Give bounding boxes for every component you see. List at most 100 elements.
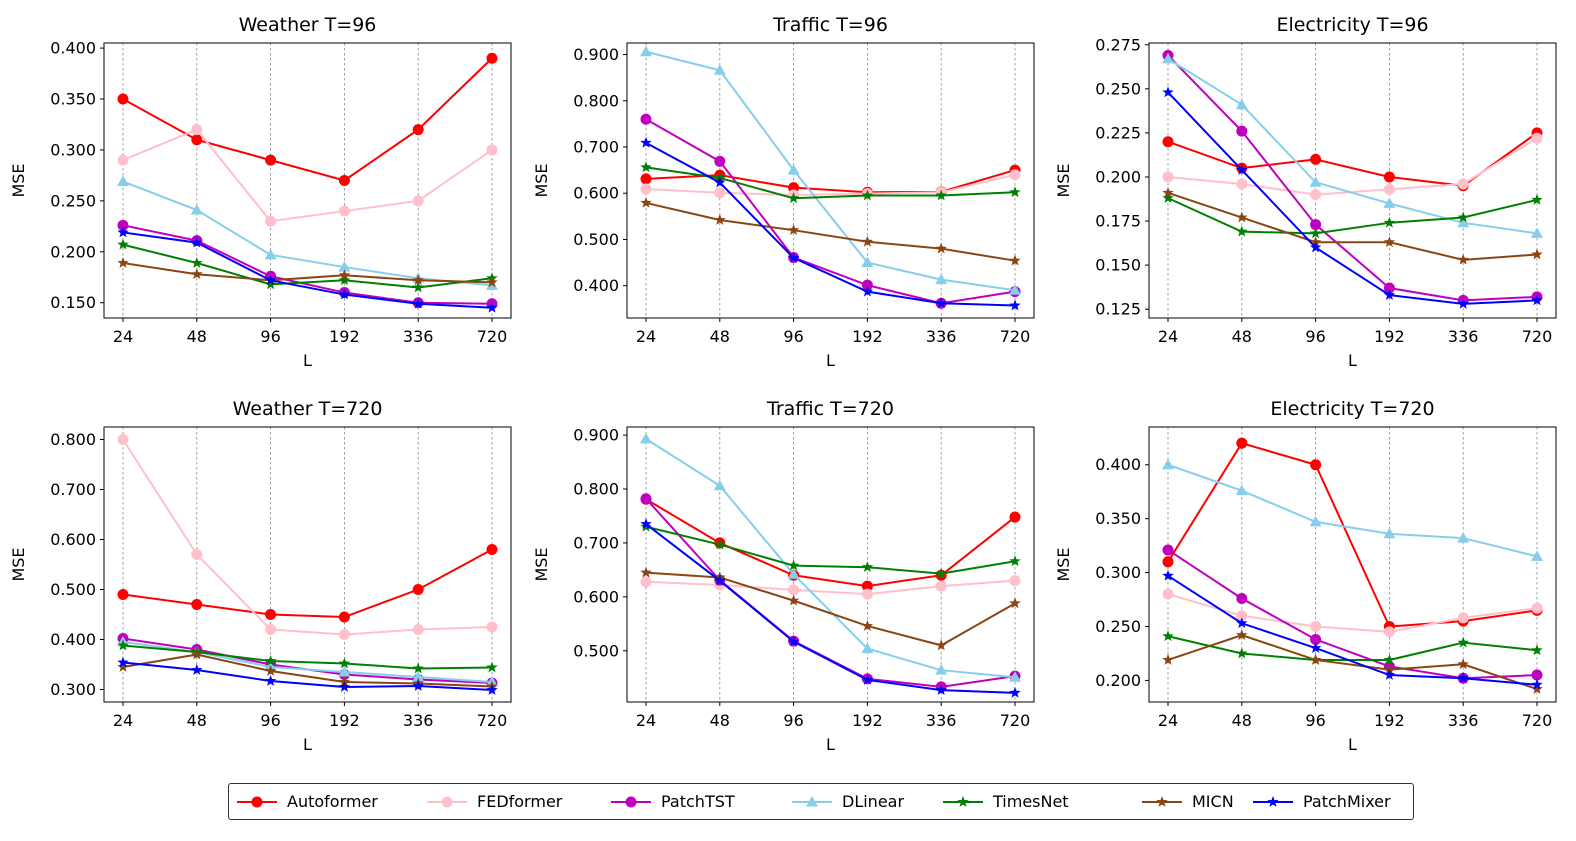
data-point [1236, 163, 1248, 175]
plot-frame [103, 42, 512, 319]
y-tick-label: 0.900 [573, 45, 619, 64]
x-tick-label: 720 [1522, 711, 1553, 730]
data-point [935, 273, 948, 285]
series-patchtst [117, 633, 498, 689]
legend-label: PatchMixer [1303, 792, 1391, 811]
data-point [338, 657, 351, 669]
data-point [1531, 683, 1543, 694]
data-point [117, 219, 129, 231]
series-autoformer [117, 52, 498, 186]
series-line [122, 661, 493, 691]
legend-swatch [792, 795, 832, 806]
y-axis-label: MSE [1054, 163, 1073, 197]
data-point [486, 544, 498, 555]
data-point [264, 274, 277, 286]
data-point [788, 584, 800, 596]
data-point [264, 665, 277, 676]
data-point [1310, 633, 1322, 645]
data-point [1162, 171, 1174, 183]
y-tick-label: 0.200 [1095, 671, 1141, 690]
data-point [338, 288, 351, 300]
data-point [1310, 621, 1322, 633]
legend-swatch [237, 796, 277, 807]
data-point [1162, 86, 1174, 98]
legend-label: FEDformer [477, 792, 563, 811]
data-point [1162, 192, 1174, 203]
data-point [625, 796, 637, 807]
data-point [338, 274, 351, 286]
series-line [645, 173, 1016, 197]
data-point [1235, 484, 1248, 496]
data-point [861, 256, 874, 268]
y-tick-label: 0.800 [573, 480, 619, 499]
data-point [191, 599, 203, 610]
data-point [1531, 294, 1543, 306]
x-tick-label: 24 [636, 327, 656, 346]
data-point [1383, 236, 1396, 248]
data-point [1457, 216, 1470, 228]
data-point [861, 561, 874, 573]
subplot-title: Traffic T=96 [772, 14, 888, 36]
y-tick-label: 0.500 [50, 580, 96, 599]
series-fedformer [117, 124, 498, 227]
x-tick-label: 24 [636, 711, 656, 730]
data-point [486, 684, 498, 695]
x-tick-label: 192 [1374, 327, 1405, 346]
data-point [1235, 98, 1248, 110]
data-point [412, 680, 424, 691]
data-point [412, 281, 424, 293]
data-point [412, 195, 424, 207]
series-line [122, 243, 493, 289]
data-point [1267, 795, 1279, 807]
x-tick-label: 96 [260, 327, 280, 346]
data-point [640, 493, 652, 505]
data-point [1457, 532, 1470, 543]
x-tick-label: 336 [926, 327, 957, 346]
data-point [861, 642, 874, 654]
x-tick-label: 192 [852, 327, 883, 346]
series-patchmixer [117, 226, 498, 313]
x-axis-label: L [826, 351, 835, 370]
data-point [1531, 678, 1543, 690]
data-point [640, 161, 652, 173]
data-point [787, 568, 800, 579]
data-point [117, 175, 129, 187]
x-tick-label: 96 [1305, 711, 1325, 730]
y-axis-label: MSE [1054, 547, 1073, 581]
data-point [338, 205, 350, 217]
x-tick-label: 48 [710, 327, 730, 346]
y-tick-label: 0.500 [573, 230, 619, 249]
x-tick-label: 48 [710, 711, 730, 730]
x-tick-label: 48 [1232, 327, 1252, 346]
series-line [122, 57, 493, 182]
data-point [1383, 626, 1395, 638]
y-tick-label: 0.350 [50, 90, 96, 109]
data-point [265, 624, 277, 635]
data-point [412, 624, 424, 635]
data-point [1162, 630, 1174, 642]
plot-frame [1148, 42, 1557, 319]
series-micn [640, 196, 1021, 266]
series-line [122, 231, 493, 309]
subplot-3: 0.125 0.150 0.175 0.200 0.225 0.250 0.275 24 48 9… [1054, 14, 1557, 370]
y-tick-label: 0.600 [50, 530, 96, 549]
y-tick-label: 0.300 [1095, 563, 1141, 582]
x-tick-label: 336 [1448, 327, 1479, 346]
legend-item-patchmixer: PatchMixer [1251, 784, 1391, 819]
y-tick-label: 0.125 [1095, 300, 1141, 319]
y-tick-label: 0.400 [50, 39, 96, 58]
data-point [117, 93, 129, 105]
data-point [1531, 227, 1543, 238]
y-tick-label: 0.700 [573, 533, 619, 552]
y-tick-label: 0.150 [1095, 256, 1141, 275]
x-tick-label: 96 [783, 327, 803, 346]
y-tick-label: 0.250 [1095, 617, 1141, 636]
data-point [117, 434, 129, 445]
y-tick-label: 0.200 [50, 242, 96, 261]
series-line [122, 548, 493, 619]
y-tick-label: 0.700 [573, 137, 619, 156]
data-point [338, 629, 350, 640]
data-point [1162, 544, 1174, 556]
series-line [645, 523, 1016, 694]
data-point [338, 175, 350, 186]
